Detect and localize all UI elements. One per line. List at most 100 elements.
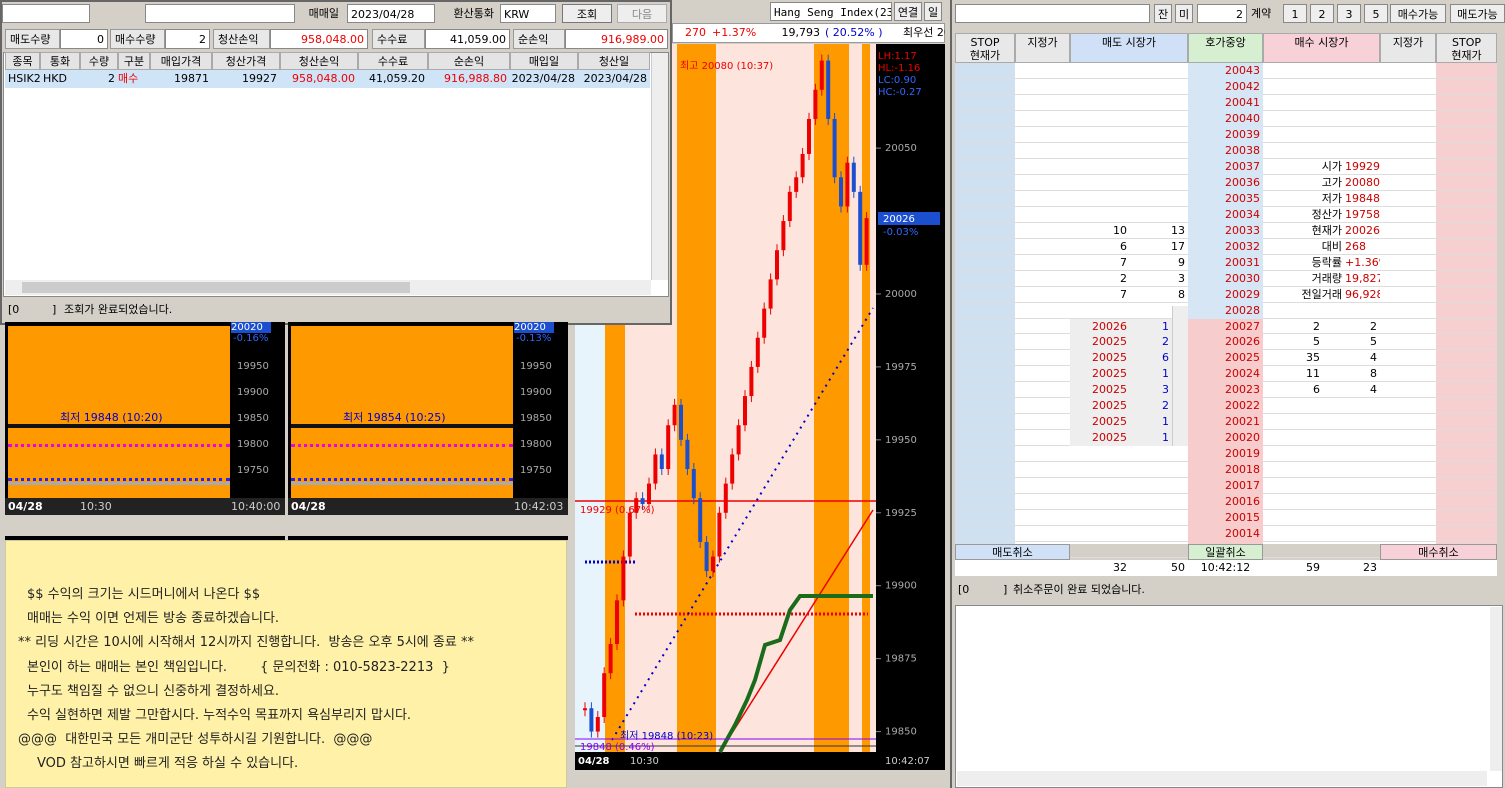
ob-price[interactable]: 20028	[1188, 302, 1263, 319]
ob-price[interactable]: 20039	[1188, 126, 1263, 143]
time-tick: 10:30	[630, 756, 659, 767]
y-tick-label: 20000	[885, 289, 917, 300]
open-label: 19929 (0.67%)	[580, 505, 655, 516]
mini-last: 20020	[231, 322, 271, 333]
axis-bg	[876, 44, 945, 752]
buy-avail[interactable]: 매수가능	[1390, 4, 1446, 23]
candle	[768, 279, 773, 309]
ob-price[interactable]: 20021	[1188, 414, 1263, 431]
mini-tick: 19750	[520, 465, 552, 476]
mini-tick: 19800	[520, 439, 552, 450]
ob-price[interactable]: 20017	[1188, 478, 1263, 495]
log-hscroll[interactable]	[957, 771, 1487, 786]
mini-plot	[291, 326, 513, 498]
mini-blue-dots	[8, 478, 230, 481]
candle	[608, 644, 613, 674]
table-cell: 매수	[118, 70, 150, 88]
buy-qty: 5	[1313, 335, 1320, 349]
ob-price[interactable]: 20031	[1188, 254, 1263, 271]
candle	[832, 118, 837, 178]
quick-qty[interactable]: 5	[1364, 4, 1388, 23]
ob-price[interactable]: 20014	[1188, 526, 1263, 543]
ob-price[interactable]: 20020	[1188, 430, 1263, 447]
ob-price[interactable]: 20030	[1188, 270, 1263, 287]
ob-price[interactable]: 20032	[1188, 238, 1263, 255]
candle	[762, 308, 767, 338]
currency-select[interactable]: KRW	[500, 4, 556, 23]
sell-cancel[interactable]: 매도취소	[955, 544, 1070, 560]
candle	[781, 221, 786, 251]
h-thumb[interactable]	[22, 282, 410, 293]
ob-price[interactable]: 20025	[1188, 350, 1263, 367]
ob-price[interactable]: 20019	[1188, 446, 1263, 463]
ob-price[interactable]: 20042	[1188, 78, 1263, 95]
account-input[interactable]	[145, 4, 295, 23]
ob-price[interactable]: 20036	[1188, 174, 1263, 191]
mini-blue-dots	[291, 478, 513, 481]
ob-price[interactable]: 20038	[1188, 142, 1263, 159]
qty-input[interactable]: 2	[1197, 4, 1247, 23]
candle	[749, 366, 754, 397]
ob-price[interactable]: 20037	[1188, 158, 1263, 175]
connect-button[interactable]: 연결	[894, 2, 922, 21]
mini-low: 최저 19848 (10:20)	[60, 411, 163, 424]
red-ma	[719, 509, 874, 753]
ob-price[interactable]: 20033	[1188, 222, 1263, 239]
table-header: 종목	[5, 52, 40, 70]
ob-price[interactable]: 20016	[1188, 494, 1263, 511]
v-scrollbar[interactable]	[651, 53, 668, 280]
table-area	[3, 52, 669, 297]
query-button[interactable]: 조회	[562, 4, 612, 23]
ob-price[interactable]: 20029	[1188, 286, 1263, 303]
buy-cancel[interactable]: 매수취소	[1380, 544, 1497, 560]
stat-label: HC:-0.27	[878, 87, 922, 98]
all-cancel[interactable]: 일괄취소	[1188, 544, 1263, 560]
ob-price[interactable]: 20035	[1188, 190, 1263, 207]
remain-button[interactable]: 잔	[1154, 4, 1172, 23]
best: 최우선 200	[903, 26, 945, 39]
tick-qty: 1	[1130, 318, 1172, 335]
quick-qty[interactable]: 3	[1337, 4, 1361, 23]
summary-value: 2	[165, 29, 210, 49]
ob-price[interactable]: 20043	[1188, 63, 1263, 79]
mini-toolbar	[288, 515, 568, 536]
quick-qty[interactable]: 1	[1283, 4, 1307, 23]
ob-price[interactable]: 20023	[1188, 382, 1263, 399]
mini-tick: 19750	[237, 465, 269, 476]
next-button[interactable]: 다음	[617, 4, 667, 23]
ratio: ( 20.52% )	[825, 26, 883, 39]
buy-count: 4	[1370, 351, 1377, 365]
ob-price[interactable]: 20026	[1188, 334, 1263, 351]
ob-price[interactable]: 20018	[1188, 462, 1263, 479]
status-close: ]	[1003, 583, 1008, 596]
tick-price: 20025	[1070, 366, 1130, 383]
candle	[659, 454, 664, 470]
ob-price[interactable]: 20015	[1188, 510, 1263, 527]
tick-price: 20025	[1070, 414, 1130, 431]
table-header: 청산가격	[212, 52, 280, 70]
ob-price[interactable]: 20034	[1188, 206, 1263, 223]
symbol-input[interactable]: Hang Seng Index(23.0	[770, 2, 892, 21]
ob-price[interactable]: 20022	[1188, 398, 1263, 415]
mini-low: 최저 19854 (10:25)	[343, 411, 446, 424]
date-input[interactable]: 2023/04/28	[347, 4, 435, 23]
quick-qty[interactable]: 2	[1310, 4, 1334, 23]
ob-price[interactable]: 20027	[1188, 318, 1263, 335]
ob-price[interactable]: 20024	[1188, 366, 1263, 383]
ob-price[interactable]: 20040	[1188, 110, 1263, 127]
sell-avail[interactable]: 매도가능	[1450, 4, 1505, 23]
candle	[679, 404, 683, 440]
acct-input[interactable]	[955, 4, 1150, 23]
period-button[interactable]: 일	[924, 2, 942, 21]
account-select[interactable]	[2, 4, 90, 23]
tick-scroll[interactable]	[1172, 306, 1188, 446]
stop-left-col	[955, 63, 1015, 544]
candle	[826, 60, 831, 119]
header-row2	[672, 23, 945, 43]
candle	[634, 498, 639, 513]
buy-qty: 2	[1313, 319, 1320, 333]
ob-header: 지정가	[1380, 33, 1436, 63]
ob-price[interactable]: 20041	[1188, 94, 1263, 111]
log-vscroll[interactable]	[1490, 607, 1502, 771]
unfilled-button[interactable]: 미	[1175, 4, 1193, 23]
